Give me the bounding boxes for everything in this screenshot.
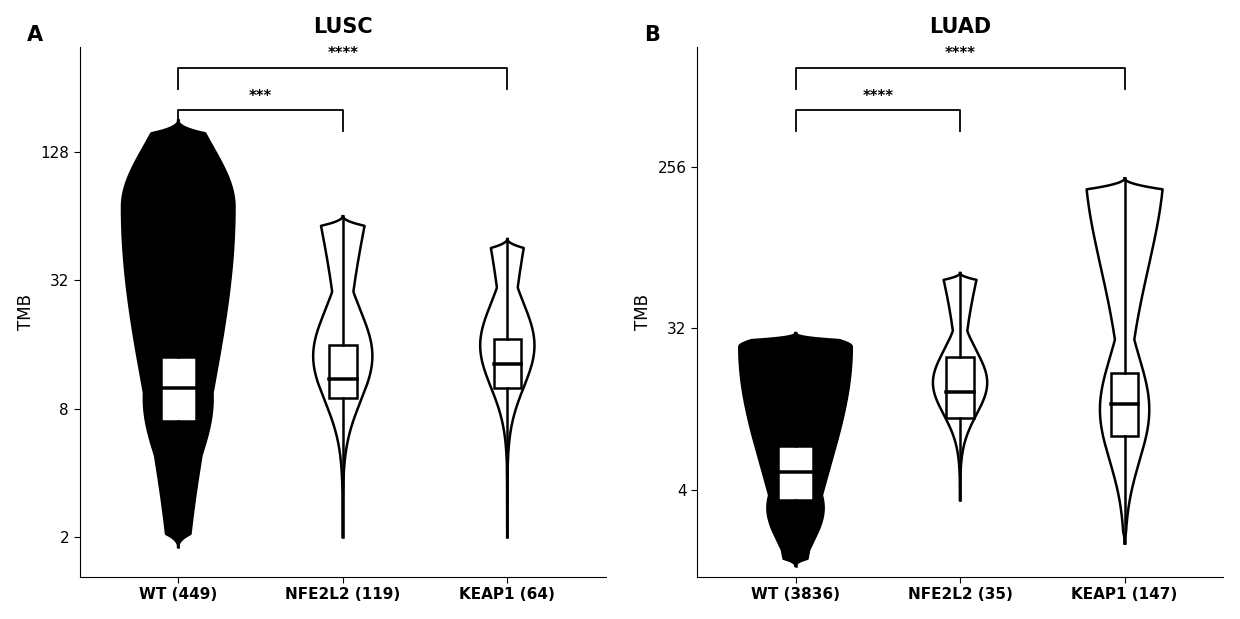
- Y-axis label: TMB: TMB: [634, 294, 652, 330]
- Text: ****: ****: [862, 89, 893, 104]
- Y-axis label: TMB: TMB: [16, 294, 35, 330]
- Bar: [329, 345, 357, 398]
- Bar: [1111, 373, 1138, 436]
- Text: B: B: [644, 25, 660, 45]
- Text: ***: ***: [249, 89, 272, 104]
- Text: ****: ****: [945, 46, 976, 61]
- Title: LUSC: LUSC: [312, 17, 372, 37]
- Title: LUAD: LUAD: [929, 17, 991, 37]
- Text: A: A: [27, 25, 43, 45]
- Bar: [494, 339, 521, 388]
- Bar: [946, 357, 973, 418]
- Text: ****: ****: [327, 46, 358, 61]
- Bar: [777, 446, 813, 500]
- Bar: [161, 357, 196, 421]
